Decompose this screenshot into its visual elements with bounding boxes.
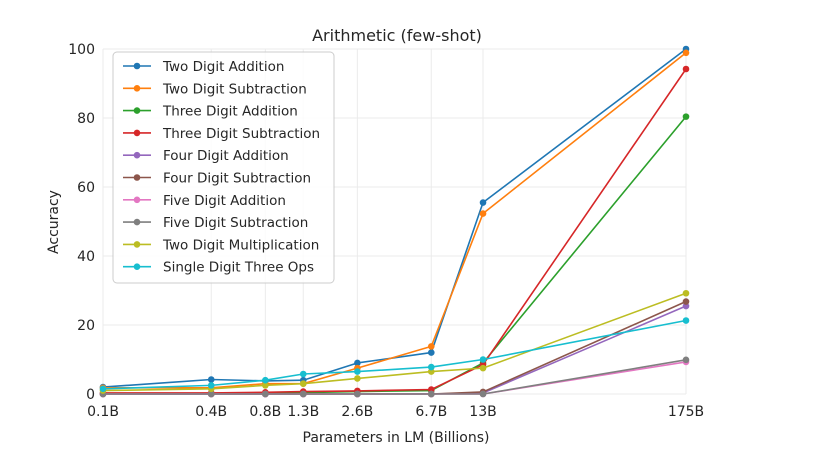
series xyxy=(99,289,690,394)
data-point xyxy=(427,343,435,350)
data-point xyxy=(354,375,361,382)
data-point xyxy=(682,49,690,57)
data-point xyxy=(299,380,307,387)
legend-label: Four Digit Subtraction xyxy=(163,171,311,187)
data-point xyxy=(299,390,307,398)
series-line xyxy=(103,52,687,389)
x-tick-label: 13B xyxy=(469,404,496,420)
legend-item: Five Digit Subtraction xyxy=(123,215,308,231)
legend-marker xyxy=(133,62,141,70)
x-tick-label: 0.1B xyxy=(87,404,119,420)
series-line xyxy=(102,48,687,388)
data-point xyxy=(207,376,215,383)
series-line xyxy=(102,292,687,392)
x-tick-label: 1.3B xyxy=(287,404,319,420)
x-axis-label: Parameters in LM (Billions) xyxy=(303,430,490,446)
legend-label: Two Digit Addition xyxy=(162,59,284,75)
data-point xyxy=(427,390,435,398)
data-point xyxy=(99,385,107,393)
legend-item: Four Digit Subtraction xyxy=(123,171,311,187)
y-axis-label: Accuracy xyxy=(46,190,62,254)
legend-marker xyxy=(133,129,141,137)
legend-item: Four Digit Addition xyxy=(123,148,289,164)
data-point xyxy=(262,390,269,398)
x-tick-label: 175B xyxy=(668,404,704,420)
x-axis-ticks: 0.1B 0.4B 0.8B 1.3B 2.6B 6.7B 13B 175B xyxy=(87,404,704,420)
data-point xyxy=(427,363,435,371)
data-point xyxy=(479,364,487,372)
legend-item: Five Digit Addition xyxy=(123,193,286,209)
legend-item: Three Digit Subtraction xyxy=(123,126,320,142)
x-tick-label: 6.7B xyxy=(415,404,447,420)
x-tick-label: 0.8B xyxy=(249,404,281,420)
series-layer xyxy=(99,45,690,398)
series-line xyxy=(103,359,687,395)
legend-label: Single Digit Three Ops xyxy=(163,260,314,276)
legend-label: Two Digit Multiplication xyxy=(162,237,319,253)
data-point xyxy=(479,210,487,217)
y-axis-ticks: 0 20 40 60 80 100 xyxy=(68,42,95,403)
legend-marker xyxy=(133,241,141,248)
data-point xyxy=(207,390,215,398)
data-point xyxy=(682,65,690,73)
y-tick-label: 40 xyxy=(77,249,95,265)
data-point xyxy=(682,289,690,297)
data-point xyxy=(479,199,487,206)
y-tick-label: 20 xyxy=(77,318,95,334)
series xyxy=(99,317,690,393)
data-point xyxy=(427,349,435,356)
series-line xyxy=(102,319,687,390)
y-tick-label: 100 xyxy=(68,42,95,58)
legend-item: Two Digit Addition xyxy=(123,59,284,75)
legend-marker xyxy=(133,107,141,114)
legend-marker xyxy=(133,218,141,226)
data-point xyxy=(682,356,690,364)
legend-item: Two Digit Multiplication xyxy=(123,237,319,253)
chart-title: Arithmetic (few-shot) xyxy=(312,26,482,45)
x-tick-label: 0.4B xyxy=(195,404,227,420)
legend-box xyxy=(112,51,335,284)
legend-item: Single Digit Three Ops xyxy=(123,260,314,276)
legend-item: Two Digit Subtraction xyxy=(123,81,307,97)
data-point xyxy=(479,356,487,363)
data-point xyxy=(682,298,690,305)
data-point xyxy=(299,370,307,378)
data-point xyxy=(682,113,690,120)
legend-marker xyxy=(133,174,141,181)
y-tick-label: 80 xyxy=(77,111,95,127)
x-tick-label: 2.6B xyxy=(341,404,373,420)
data-point xyxy=(262,376,269,384)
legend-marker xyxy=(133,263,141,271)
legend-marker xyxy=(133,85,141,92)
data-point xyxy=(207,382,215,389)
data-point xyxy=(354,368,361,375)
legend: Two Digit Addition Two Digit Subtraction T… xyxy=(112,51,335,284)
y-tick-label: 0 xyxy=(86,387,95,403)
data-point xyxy=(354,390,361,398)
legend-marker xyxy=(133,151,141,159)
legend-label: Three Digit Subtraction xyxy=(162,126,320,142)
data-point xyxy=(682,317,690,324)
legend-item: Three Digit Addition xyxy=(123,104,298,120)
data-point xyxy=(354,359,361,367)
legend-marker xyxy=(133,196,141,204)
data-point xyxy=(262,382,269,389)
legend-label: Four Digit Addition xyxy=(163,148,289,164)
data-point xyxy=(479,390,487,398)
y-tick-label: 60 xyxy=(77,180,95,196)
legend-label: Two Digit Subtraction xyxy=(162,81,307,97)
legend-label: Three Digit Addition xyxy=(162,104,298,120)
legend-label: Five Digit Subtraction xyxy=(163,215,308,231)
legend-label: Five Digit Addition xyxy=(163,193,286,209)
